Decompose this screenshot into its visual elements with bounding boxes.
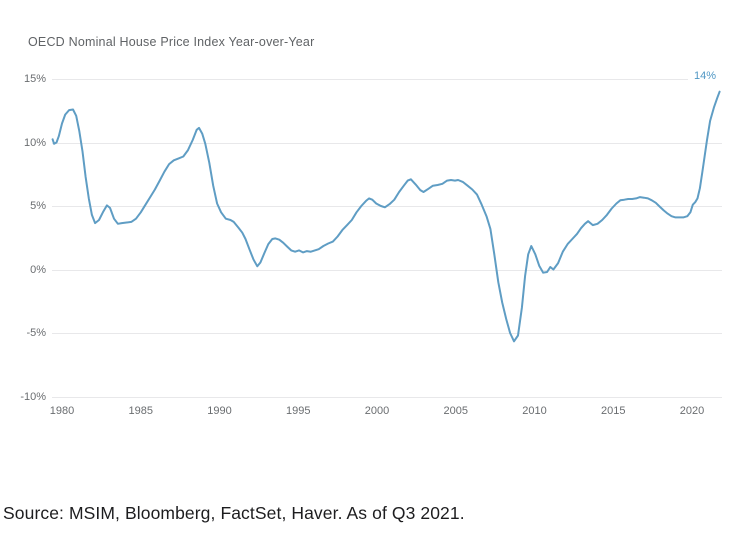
- y-tick-label: -10%: [20, 390, 46, 403]
- gridline-15pct: [52, 79, 688, 80]
- y-tick-label: 0%: [30, 263, 46, 276]
- y-tick-label: 5%: [30, 200, 46, 212]
- gridline-neg5pct: [52, 333, 722, 334]
- x-tick-label: 1995: [286, 405, 311, 417]
- x-tick-label: 2010: [522, 405, 547, 417]
- y-tick-label: 10%: [23, 136, 46, 149]
- x-tick-label: 1990: [207, 405, 232, 417]
- line-chart: [51, 90, 721, 343]
- source-note: Source: MSIM, Bloomberg, FactSet, Haver.…: [3, 503, 465, 523]
- x-tick-label: 2015: [601, 405, 626, 417]
- gridline-10pct: [52, 142, 722, 144]
- gridline-5pct: [52, 206, 722, 207]
- end-value-label: 14%: [694, 70, 717, 82]
- chart-title: OECD Nominal House Price Index Year-over…: [28, 35, 315, 49]
- y-tick-label: 15%: [23, 73, 46, 85]
- x-tick-label: 2005: [443, 405, 468, 417]
- y-tick-label: -5%: [26, 327, 46, 339]
- x-tick-label: 2000: [364, 405, 390, 417]
- gridline-neg10pct: [52, 396, 722, 398]
- gridline-0pct: [52, 269, 722, 271]
- x-tick-label: 1985: [128, 405, 153, 417]
- x-tick-label: 1980: [49, 405, 75, 417]
- price-line: [51, 90, 721, 343]
- x-tick-label: 2020: [679, 405, 705, 417]
